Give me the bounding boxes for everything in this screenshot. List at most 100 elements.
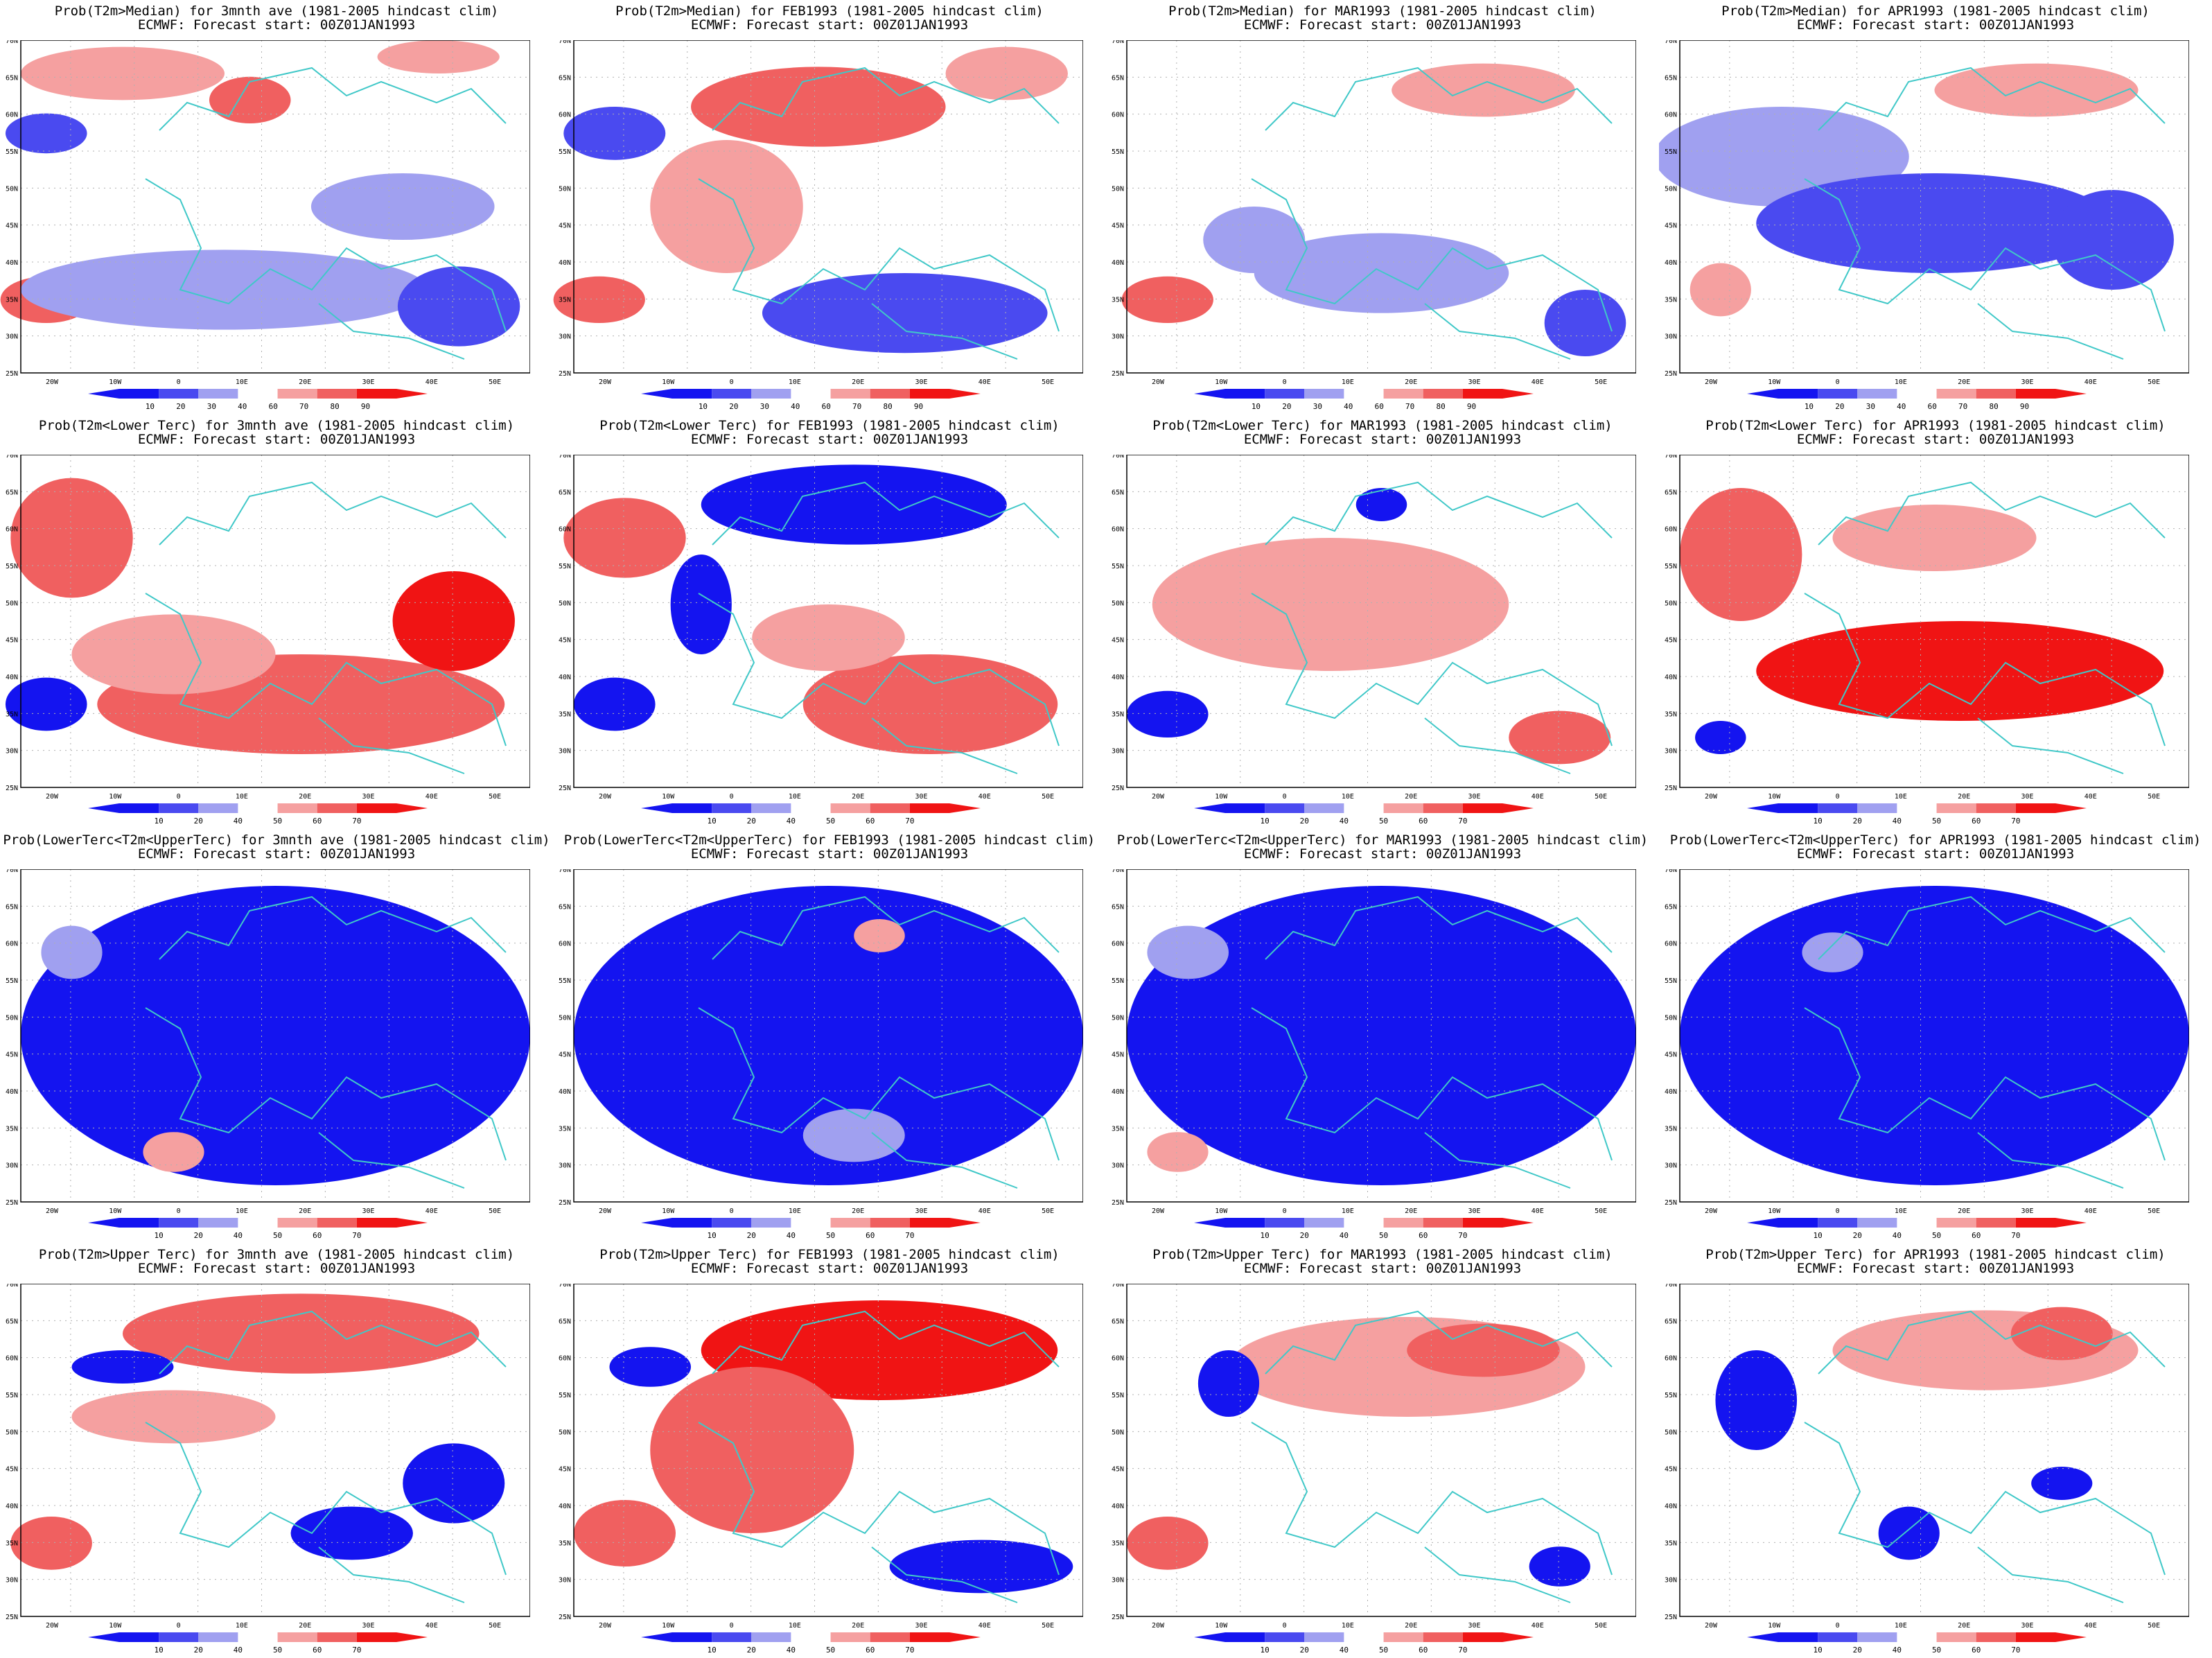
latitude-tick-label: 65N: [1665, 903, 1677, 911]
longitude-tick-label: 0: [1836, 1622, 1840, 1630]
colorbar: 10 20 40 50 60 70: [88, 1632, 428, 1655]
longitude-tick-label: 30E: [915, 1622, 927, 1630]
latitude-tick-label: 60N: [6, 941, 18, 948]
probability-map: 70N 65N 60N 55N 50N 45N 40N 35N 30N 25N 20W 10W 0 10E…: [1112, 40, 1636, 386]
longitude-tick-label: 20E: [852, 1622, 864, 1630]
latitude-tick-label: 55N: [6, 148, 18, 156]
panel-subtitle: ECMWF: Forecast start: 00Z01JAN1993: [690, 17, 969, 33]
probability-region: [1254, 233, 1509, 313]
longitude-tick-label: 30E: [362, 378, 374, 386]
latitude-tick-label: 70N: [1665, 1284, 1677, 1289]
longitude-tick-label: 10W: [662, 378, 675, 386]
panel-title: Prob(T2m>Median) for FEB1993 (1981-2005 …: [615, 3, 1044, 19]
probability-region: [377, 40, 500, 73]
longitude-tick-label: 20E: [1405, 1207, 1417, 1215]
latitude-tick-label: 70N: [1665, 455, 1677, 460]
longitude-tick-label: 20W: [1152, 793, 1165, 801]
map-panel: Prob(T2m<Lower Terc) for APR1993 (1981-2…: [1659, 414, 2212, 829]
latitude-tick-label: 30N: [1665, 1162, 1677, 1170]
longitude-tick-label: 30E: [362, 1622, 374, 1630]
longitude-tick-label: 0: [177, 378, 181, 386]
latitude-tick-label: 60N: [1665, 1355, 1677, 1363]
longitude-tick-label: 40E: [425, 378, 438, 386]
latitude-tick-label: 40N: [6, 1503, 18, 1510]
colorbar-tick-label: 20: [747, 817, 756, 826]
longitude-tick-label: 20E: [1958, 1207, 1970, 1215]
latitude-tick-label: 55N: [559, 148, 571, 156]
panel-subtitle: ECMWF: Forecast start: 00Z01JAN1993: [137, 1261, 416, 1276]
panel-subtitle: ECMWF: Forecast start: 00Z01JAN1993: [1243, 17, 1522, 33]
colorbar-tick-label: 70: [905, 817, 914, 826]
latitude-tick-label: 60N: [1112, 1355, 1124, 1363]
colorbar-tick-label: 90: [361, 402, 370, 411]
longitude-tick-label: 10E: [789, 793, 801, 801]
coastline: [1804, 896, 2166, 1189]
colorbar-tick-label: 50: [1932, 1231, 1941, 1240]
probability-map: 70N 65N 60N 55N 50N 45N 40N 35N 30N 25N 20W 10W 0 10E…: [559, 455, 1083, 801]
coastline: [698, 67, 1060, 360]
longitude-tick-label: 30E: [1468, 378, 1480, 386]
latitude-tick-label: 30N: [559, 748, 571, 756]
longitude-tick-label: 0: [1836, 793, 1840, 801]
longitude-tick-label: 50E: [1595, 793, 1607, 801]
latitude-tick-label: 55N: [559, 563, 571, 570]
latitude-tick-label: 25N: [1665, 1614, 1677, 1621]
latitude-tick-label: 55N: [6, 1392, 18, 1399]
latitude-tick-label: 25N: [6, 1199, 18, 1207]
colorbar-tick-label: 20: [747, 1646, 756, 1655]
colorbar-tick-label: 20: [176, 402, 185, 411]
colorbar-tick-label: 20: [1300, 1646, 1309, 1655]
probability-region: [762, 273, 1048, 354]
colorbar-tick-label: 40: [234, 817, 243, 826]
colorbar-tick-label: 20: [1835, 402, 1844, 411]
longitude-tick-label: 40E: [2084, 1622, 2097, 1630]
colorbar-tick-label: 80: [1436, 402, 1445, 411]
latitude-tick-label: 45N: [559, 1466, 571, 1474]
probability-region: [574, 1500, 676, 1567]
colorbar-tick-label: 20: [1853, 1231, 1862, 1240]
latitude-tick-label: 30N: [1665, 333, 1677, 341]
longitude-tick-label: 20E: [1958, 793, 1970, 801]
probability-region: [1802, 932, 1863, 972]
panel-subtitle: ECMWF: Forecast start: 00Z01JAN1993: [1796, 846, 2075, 862]
longitude-tick-label: 30E: [915, 378, 927, 386]
longitude-tick-label: 30E: [1468, 1207, 1480, 1215]
longitude-tick-label: 10E: [789, 1207, 801, 1215]
probability-region: [21, 46, 225, 101]
latitude-tick-label: 60N: [1665, 941, 1677, 948]
probability-region: [1715, 1350, 1798, 1450]
colorbar-tick-label: 60: [866, 817, 875, 826]
latitude-tick-label: 70N: [1112, 40, 1124, 45]
longitude-tick-label: 10W: [109, 793, 122, 801]
latitude-tick-label: 40N: [1665, 1088, 1677, 1096]
probability-region: [1121, 276, 1213, 323]
probability-region: [1680, 488, 1802, 621]
longitude-tick-label: 20W: [1705, 1207, 1718, 1215]
longitude-tick-label: 30E: [362, 1207, 374, 1215]
longitude-tick-label: 40E: [1531, 378, 1544, 386]
latitude-tick-label: 50N: [6, 600, 18, 607]
latitude-tick-label: 50N: [1112, 1014, 1124, 1022]
longitude-tick-label: 20E: [1405, 793, 1417, 801]
panel-title: Prob(T2m>Median) for 3mnth ave (1981-200…: [54, 3, 499, 19]
longitude-tick-label: 30E: [1468, 793, 1480, 801]
map-panel: Prob(T2m>Upper Terc) for FEB1993 (1981-2…: [553, 1244, 1106, 1658]
probability-map: 70N 65N 60N 55N 50N 45N 40N 35N 30N 25N 20W 10W 0 10E…: [1112, 1284, 1636, 1630]
latitude-tick-label: 35N: [559, 1539, 571, 1547]
latitude-tick-label: 50N: [1112, 600, 1124, 607]
latitude-tick-label: 40N: [1665, 674, 1677, 681]
probability-map: 70N 65N 60N 55N 50N 45N 40N 35N 30N 25N 20W 10W 0 10E…: [6, 1284, 530, 1630]
longitude-tick-label: 40E: [425, 793, 438, 801]
latitude-tick-label: 60N: [1112, 112, 1124, 119]
latitude-tick-label: 55N: [6, 563, 18, 570]
latitude-tick-label: 45N: [6, 1051, 18, 1059]
colorbar-tick-label: 10: [1261, 1231, 1270, 1240]
latitude-tick-label: 45N: [559, 637, 571, 645]
longitude-tick-label: 10W: [1215, 1207, 1228, 1215]
colorbar-tick-label: 60: [313, 1646, 322, 1655]
panel-subtitle: ECMWF: Forecast start: 00Z01JAN1993: [1796, 17, 2075, 33]
panel-title: Prob(T2m<Lower Terc) for APR1993 (1981-2…: [1705, 418, 2166, 433]
panel-title: Prob(T2m<Lower Terc) for FEB1993 (1981-2…: [599, 418, 1060, 433]
longitude-tick-label: 20E: [299, 1622, 311, 1630]
latitude-tick-label: 25N: [559, 370, 571, 378]
